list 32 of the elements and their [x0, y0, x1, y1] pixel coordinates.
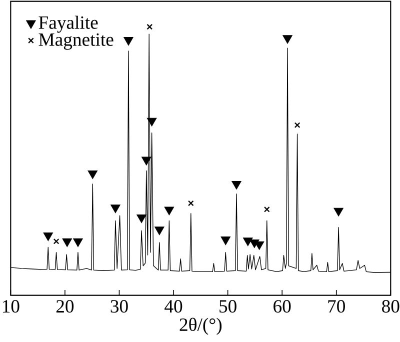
point — [220, 236, 231, 246]
point — [53, 238, 60, 244]
x-axis-title: 2θ/(°) — [180, 318, 222, 335]
x-tick-label: 80 — [382, 300, 400, 313]
point — [88, 170, 98, 180]
point — [62, 238, 72, 247]
point — [243, 238, 253, 246]
x-tick-label: 70 — [328, 300, 345, 313]
legend-label: Magnetite — [38, 33, 114, 50]
legend-label: Fayalite — [38, 16, 98, 33]
point — [146, 118, 157, 126]
point — [334, 208, 344, 216]
point — [282, 35, 292, 44]
point — [294, 122, 300, 128]
point — [141, 156, 152, 166]
x-tick-label: 40 — [164, 300, 182, 313]
x-tick-label: 50 — [220, 300, 236, 313]
point — [136, 214, 146, 224]
x-tick-label: 30 — [110, 300, 128, 313]
point — [124, 37, 134, 46]
point — [43, 232, 54, 242]
x-tick-label: 20 — [56, 300, 74, 313]
point — [232, 180, 242, 190]
point — [73, 238, 83, 247]
point — [164, 206, 174, 216]
point — [146, 24, 153, 30]
point — [110, 204, 120, 214]
point — [264, 206, 270, 212]
point — [154, 226, 164, 236]
point — [188, 200, 194, 206]
x-tick-label: 60 — [274, 300, 291, 313]
x-tick-label: 10 — [2, 300, 20, 313]
